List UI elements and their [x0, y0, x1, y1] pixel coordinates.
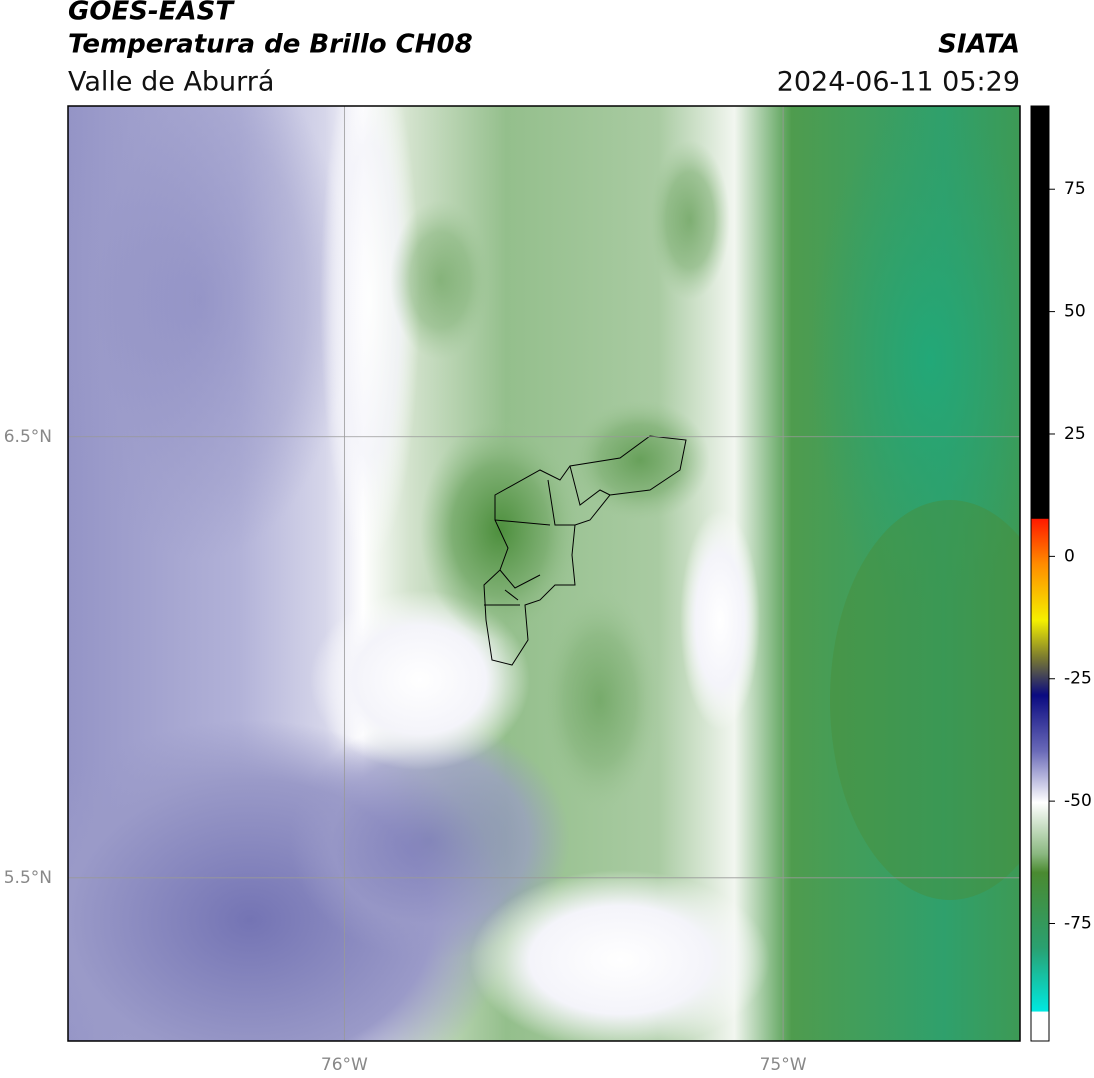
colorbar-tick-label: 75 — [1064, 179, 1086, 199]
source: SIATA — [938, 30, 1020, 60]
colorbar-tick-label: -50 — [1064, 791, 1092, 811]
title: GOES-EAST — [68, 0, 235, 27]
x-tick-label: 75°W — [760, 1055, 807, 1075]
y-tick-label: 5.5°N — [4, 868, 52, 888]
y-tick-label: 6.5°N — [4, 427, 52, 447]
colorbar — [1030, 105, 1050, 1042]
satellite-image — [68, 106, 1020, 1041]
colorbar-tick-label: -75 — [1064, 914, 1092, 934]
x-tick-label: 76°W — [321, 1055, 368, 1075]
map-frame — [67, 105, 1021, 1042]
grid — [68, 106, 1020, 1041]
colorbar-tick-label: 25 — [1064, 424, 1086, 444]
municipal-boundaries — [483, 435, 687, 666]
colorbar-tick-label: 50 — [1064, 302, 1086, 322]
colorbar-tick-label: -25 — [1064, 669, 1092, 689]
colorbar-tick-label: 0 — [1064, 546, 1075, 566]
region: Valle de Aburrá — [68, 67, 274, 98]
datetime: 2024-06-11 05:29 — [777, 67, 1020, 98]
subtitle: Temperatura de Brillo CH08 — [68, 30, 473, 60]
